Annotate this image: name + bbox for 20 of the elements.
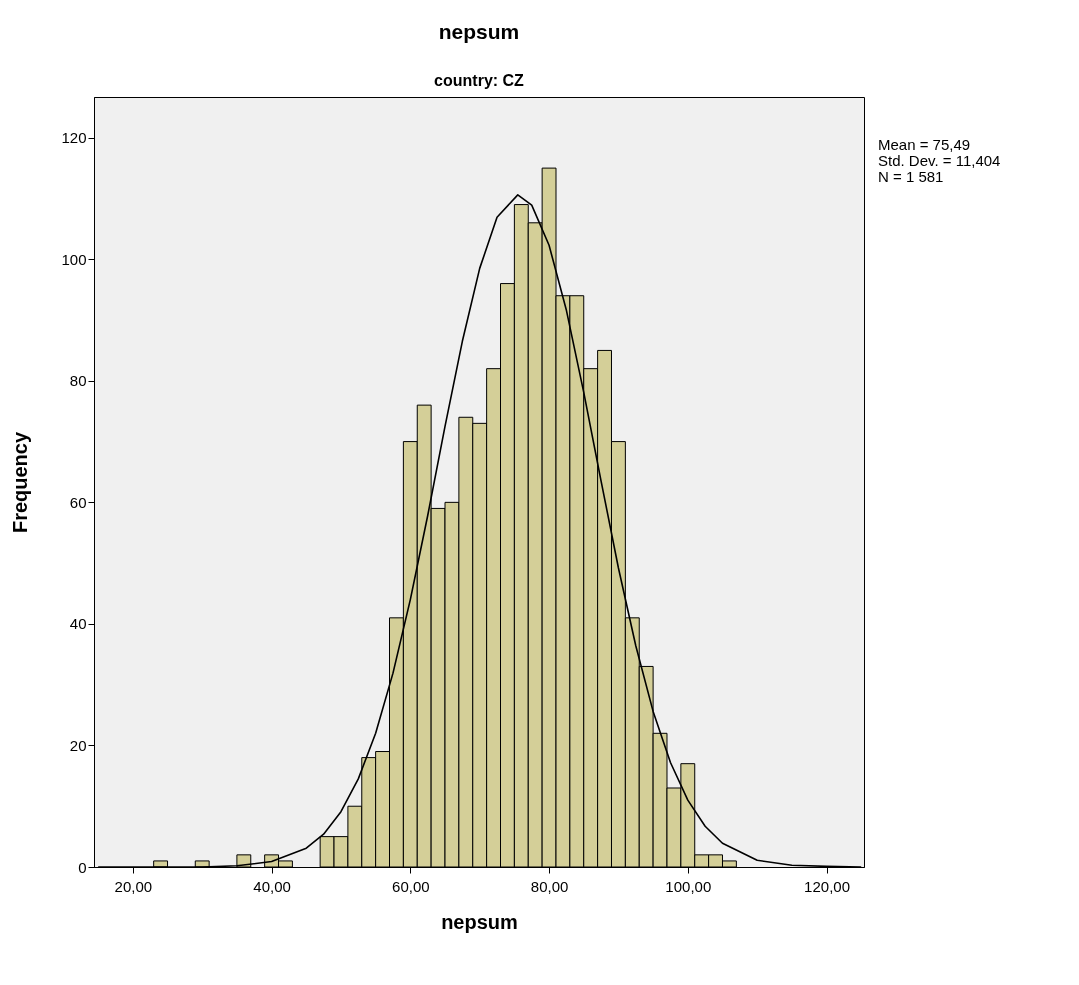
y-tick-label: 120 <box>61 129 87 147</box>
y-tick-label: 100 <box>61 250 87 268</box>
x-tick-label: 60,00 <box>392 877 430 895</box>
x-tick-label: 40,00 <box>253 877 291 895</box>
text: Std. Dev. = 11,404 <box>878 152 1001 169</box>
x-tick-label: 120,00 <box>804 877 850 895</box>
y-tick-label: 0 <box>78 858 87 876</box>
chart-subtitle: country: CZ <box>434 72 525 89</box>
y-axis-title: Frequency <box>9 431 32 534</box>
y-tick-label: 80 <box>69 372 87 390</box>
x-axis-title: nepsum <box>441 910 518 933</box>
y-tick-label: 40 <box>69 615 87 633</box>
text: Mean = 75,49 <box>878 136 971 153</box>
text: N = 1 581 <box>878 168 944 185</box>
x-tick-label: 20,00 <box>114 877 153 895</box>
y-tick-label: 60 <box>69 493 87 511</box>
chart-title: nepsum <box>438 20 520 43</box>
x-tick-label: 100,00 <box>665 877 712 895</box>
y-tick-label: 20 <box>69 736 87 754</box>
x-tick-label: 80,00 <box>530 877 569 895</box>
